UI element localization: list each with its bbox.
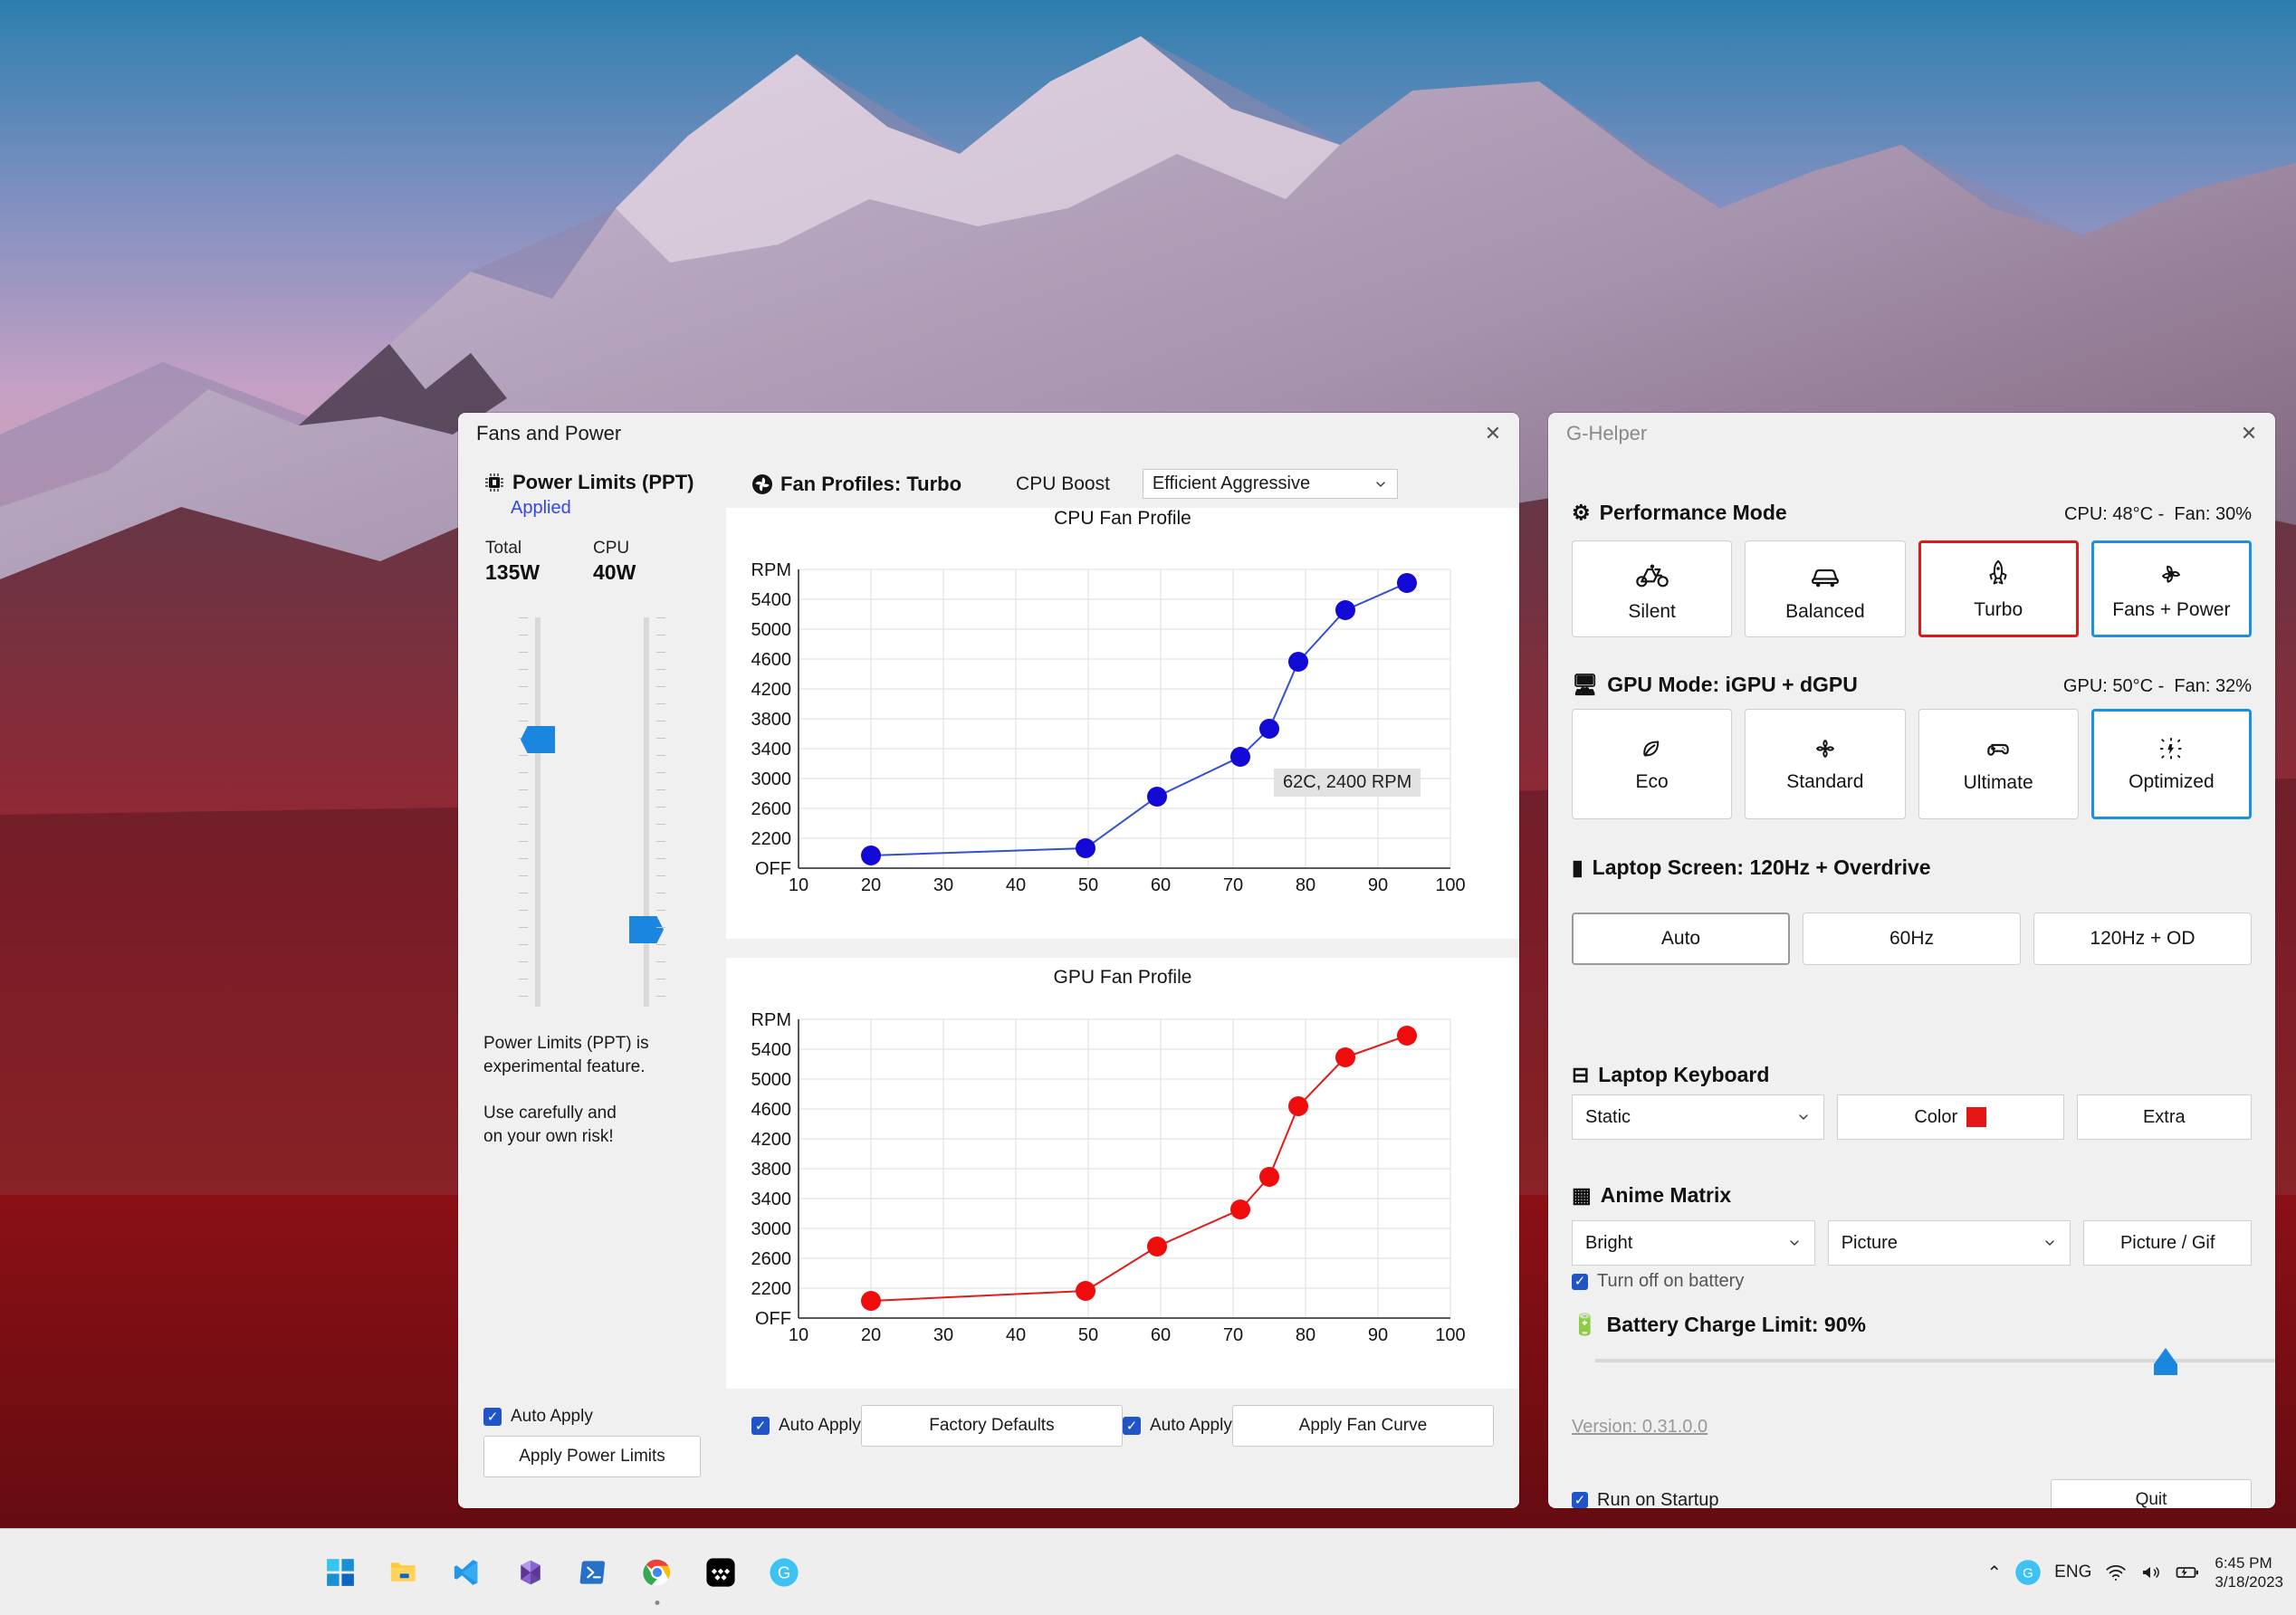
svg-text:3000: 3000: [751, 769, 792, 789]
svg-text:50: 50: [1078, 1325, 1098, 1345]
svg-text:3400: 3400: [751, 1190, 792, 1209]
svg-text:4200: 4200: [751, 1130, 792, 1150]
svg-text:3800: 3800: [751, 1160, 792, 1180]
svg-text:10: 10: [789, 875, 808, 895]
svg-text:30: 30: [933, 875, 953, 895]
svg-text:60: 60: [1151, 875, 1171, 895]
svg-text:60: 60: [1151, 1325, 1171, 1345]
svg-text:30: 30: [933, 1325, 953, 1345]
svg-text:3000: 3000: [751, 1219, 792, 1239]
svg-text:RPM: RPM: [751, 560, 791, 580]
svg-text:G: G: [2023, 1566, 2033, 1582]
svg-text:5400: 5400: [751, 590, 792, 610]
svg-text:3400: 3400: [751, 740, 792, 760]
svg-text:2200: 2200: [751, 1279, 792, 1299]
svg-text:5000: 5000: [751, 1070, 792, 1090]
svg-text:80: 80: [1296, 1325, 1315, 1345]
svg-text:2600: 2600: [751, 799, 792, 819]
svg-text:4600: 4600: [751, 1100, 792, 1120]
svg-text:20: 20: [861, 875, 881, 895]
svg-text:50: 50: [1078, 875, 1098, 895]
svg-text:70: 70: [1223, 1325, 1243, 1345]
svg-text:90: 90: [1368, 875, 1388, 895]
svg-text:40: 40: [1006, 1325, 1026, 1345]
svg-text:40: 40: [1006, 875, 1026, 895]
svg-text:3800: 3800: [751, 710, 792, 730]
svg-text:80: 80: [1296, 875, 1315, 895]
svg-text:OFF: OFF: [755, 859, 791, 879]
svg-text:100: 100: [1435, 875, 1465, 895]
svg-text:G: G: [778, 1562, 790, 1582]
svg-text:90: 90: [1368, 1325, 1388, 1345]
svg-text:10: 10: [789, 1325, 808, 1345]
svg-text:2200: 2200: [751, 829, 792, 849]
svg-text:RPM: RPM: [751, 1010, 791, 1030]
svg-text:OFF: OFF: [755, 1309, 791, 1329]
svg-text:2600: 2600: [751, 1249, 792, 1269]
svg-text:20: 20: [861, 1325, 881, 1345]
svg-text:5400: 5400: [751, 1040, 792, 1060]
svg-text:5000: 5000: [751, 620, 792, 640]
svg-text:4200: 4200: [751, 680, 792, 700]
svg-text:4600: 4600: [751, 650, 792, 670]
svg-text:100: 100: [1435, 1325, 1465, 1345]
svg-text:70: 70: [1223, 875, 1243, 895]
